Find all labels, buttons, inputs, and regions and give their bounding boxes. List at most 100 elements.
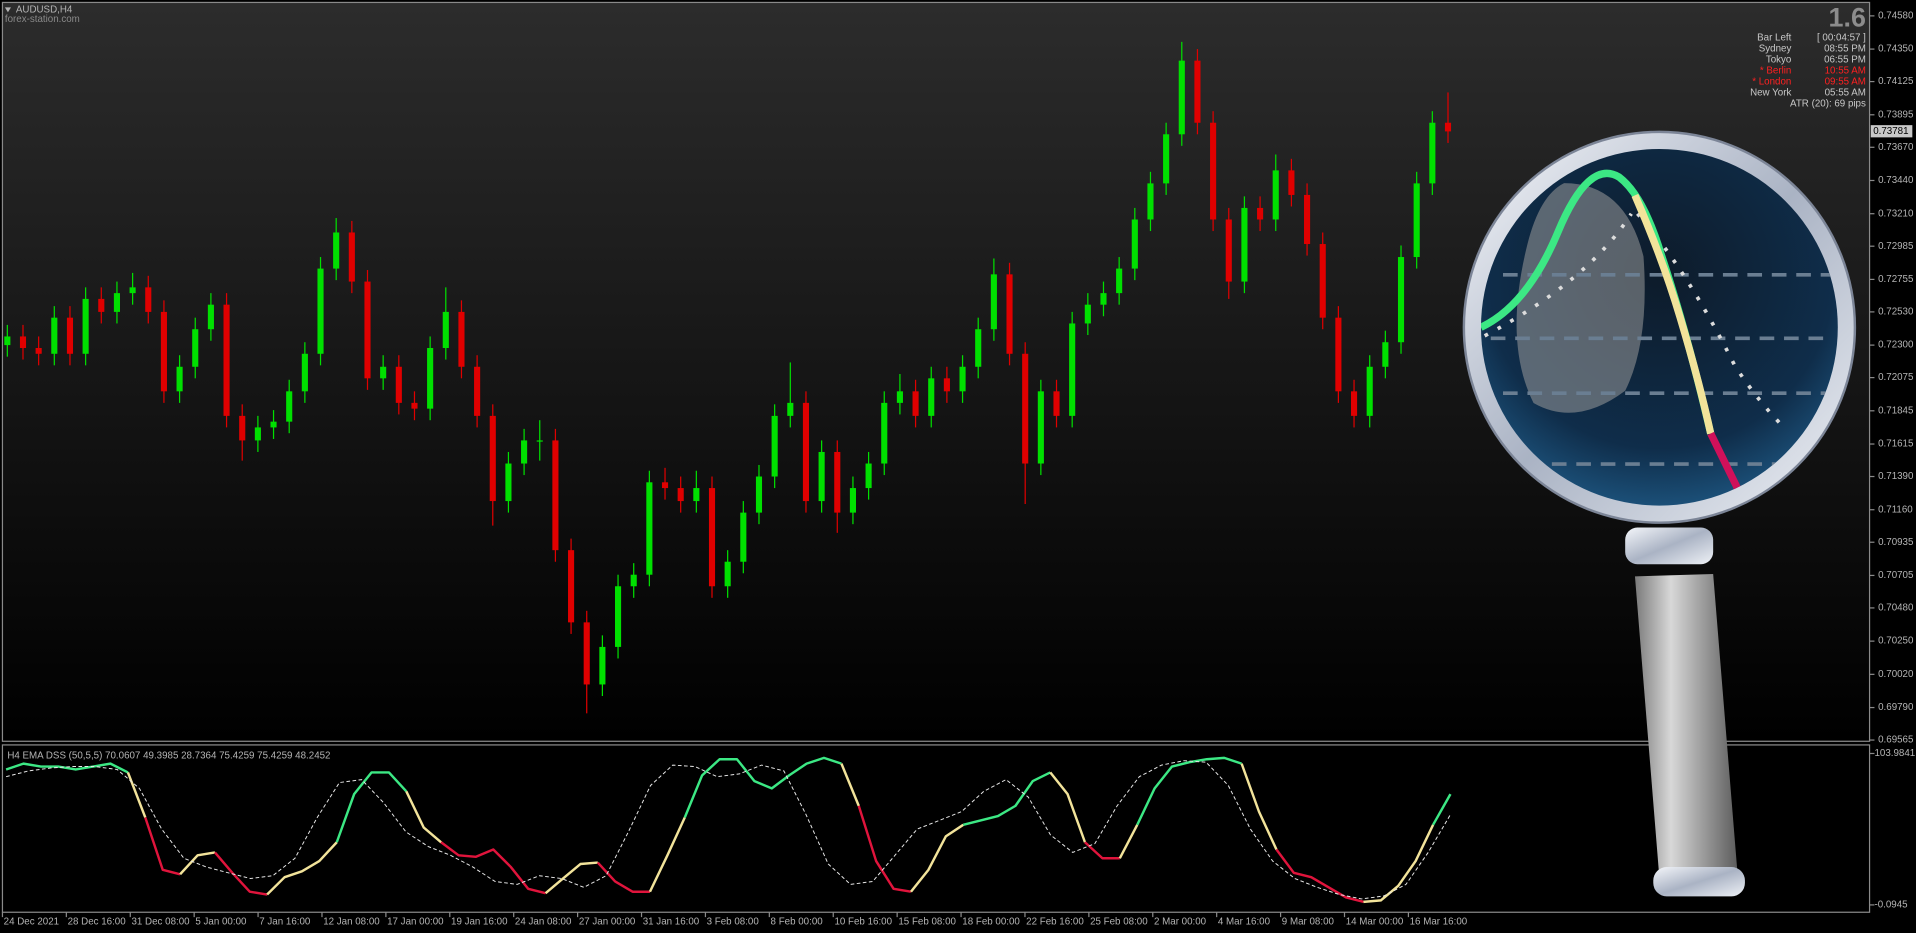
magnifier-cap [1653,867,1745,897]
candle-body [207,304,214,330]
y-tick-label: 0.71615 [1878,439,1914,450]
info-value: 06:55 PM [1824,54,1866,65]
candle-body [1084,304,1091,324]
candle-body [1100,293,1107,305]
candle-body [990,274,997,330]
candle-body [536,440,543,442]
symbol-label: AUDUSD,H4 [16,4,73,15]
dss-line [1136,756,1242,826]
candle-body [583,622,590,685]
signal-line [5,760,1451,900]
y-tick-label: 0.73895 [1878,109,1914,120]
marks: Bar Left [ 00:04:57 ] Sydney 08:55 PM Tokyo 0… [1,10,1915,928]
candle-body [364,281,371,379]
x-tick-label: 25 Feb 08:00 [1090,917,1148,928]
magnifier [1462,130,1857,897]
dss-line [857,805,912,893]
y-tick-label: 0.74580 [1878,10,1914,21]
y-tick-label: 0.71845 [1878,405,1914,416]
x-tick-label: 12 Jan 08:00 [323,917,380,928]
dss-line [544,861,598,895]
candle-body [568,550,575,623]
dss-line [5,762,129,774]
candle-body [239,415,246,441]
info-label: New York [1750,87,1791,98]
y-tick-label: 0.70480 [1878,603,1914,614]
candle-body [35,347,42,354]
indicator-title: H4 EMA DSS (50,5,5) 70.0607 49.3985 28.7… [7,751,330,762]
candle-body [270,421,277,428]
y-tick-label: 0.69565 [1878,735,1914,746]
candle-body [755,476,763,513]
candle-body [677,488,684,502]
y-tick-label: 0.72530 [1878,306,1914,317]
info-value: 05:55 AM [1825,87,1866,98]
candle-body [708,488,716,587]
magnifier-neck [1625,527,1714,565]
x-tick-label: 31 Jan 16:00 [643,917,700,928]
candle-body [1257,207,1264,220]
candle-body [286,391,293,422]
y-tick-label: 0.69790 [1878,702,1914,713]
dss-line [1049,771,1087,843]
candle-body [1022,353,1029,464]
candle-body [1069,323,1076,416]
y-tick-label: 0.71160 [1878,504,1913,515]
candle-body [693,488,700,502]
candle-body [1116,268,1123,294]
candle-body [630,574,637,587]
y-tick-label: 0.72300 [1878,340,1914,351]
candle-body [1319,244,1326,318]
candle-body [646,482,653,575]
candle-body [912,391,919,416]
dss-line [144,817,181,876]
candle-body [348,232,355,282]
x-tick-label: 2 Mar 00:00 [1154,917,1207,928]
dss-line [440,841,546,895]
candle-body [1241,207,1248,282]
dss-line [596,861,650,893]
dss-line [1118,824,1139,859]
dss-line [405,790,442,844]
info-value: 09:55 AM [1825,76,1866,87]
candle-body [427,347,434,409]
candle-body [317,268,324,354]
candle-body [1037,391,1044,464]
candle-body [1397,257,1405,343]
x-tick-label: 10 Feb 16:00 [834,917,892,928]
candle-body [129,287,136,294]
candle-body [521,440,528,464]
candle-body [1350,391,1358,416]
candle-body [1178,60,1185,135]
x-tick-label: 15 Feb 08:00 [898,917,956,928]
candle-body [380,366,387,379]
x-tick-label: 19 Jan 16:00 [451,917,508,928]
candle-body [505,463,512,502]
candle-body [1304,194,1311,245]
y-tick-label: 0.73670 [1878,142,1914,153]
dss-line [840,763,860,807]
candle-body [818,451,825,502]
candle-body [1147,183,1154,220]
dss-line [1363,824,1435,904]
y-tick-label: 0.70250 [1878,636,1914,647]
candle-body [411,402,418,409]
candle-body [474,366,481,416]
y2-tick-label: -0.0945 [1874,899,1908,910]
candle-body [1413,183,1420,258]
dss-line [126,771,147,818]
x-tick-label: 17 Jan 00:00 [387,917,444,928]
candle-body [1194,60,1201,123]
x-tick-label: 24 Dec 2021 [4,917,59,928]
info-label: * Berlin [1760,65,1791,76]
candle-body [959,366,966,392]
candle-body [1210,122,1217,220]
x-tick-label: 27 Jan 00:00 [579,917,636,928]
candle-body [489,415,496,502]
info-label: Tokyo [1766,54,1792,65]
dss-line [910,823,964,893]
candle-body [1163,134,1170,184]
x-tick-label: 9 Mar 08:00 [1282,917,1335,928]
candle-body [458,311,465,367]
